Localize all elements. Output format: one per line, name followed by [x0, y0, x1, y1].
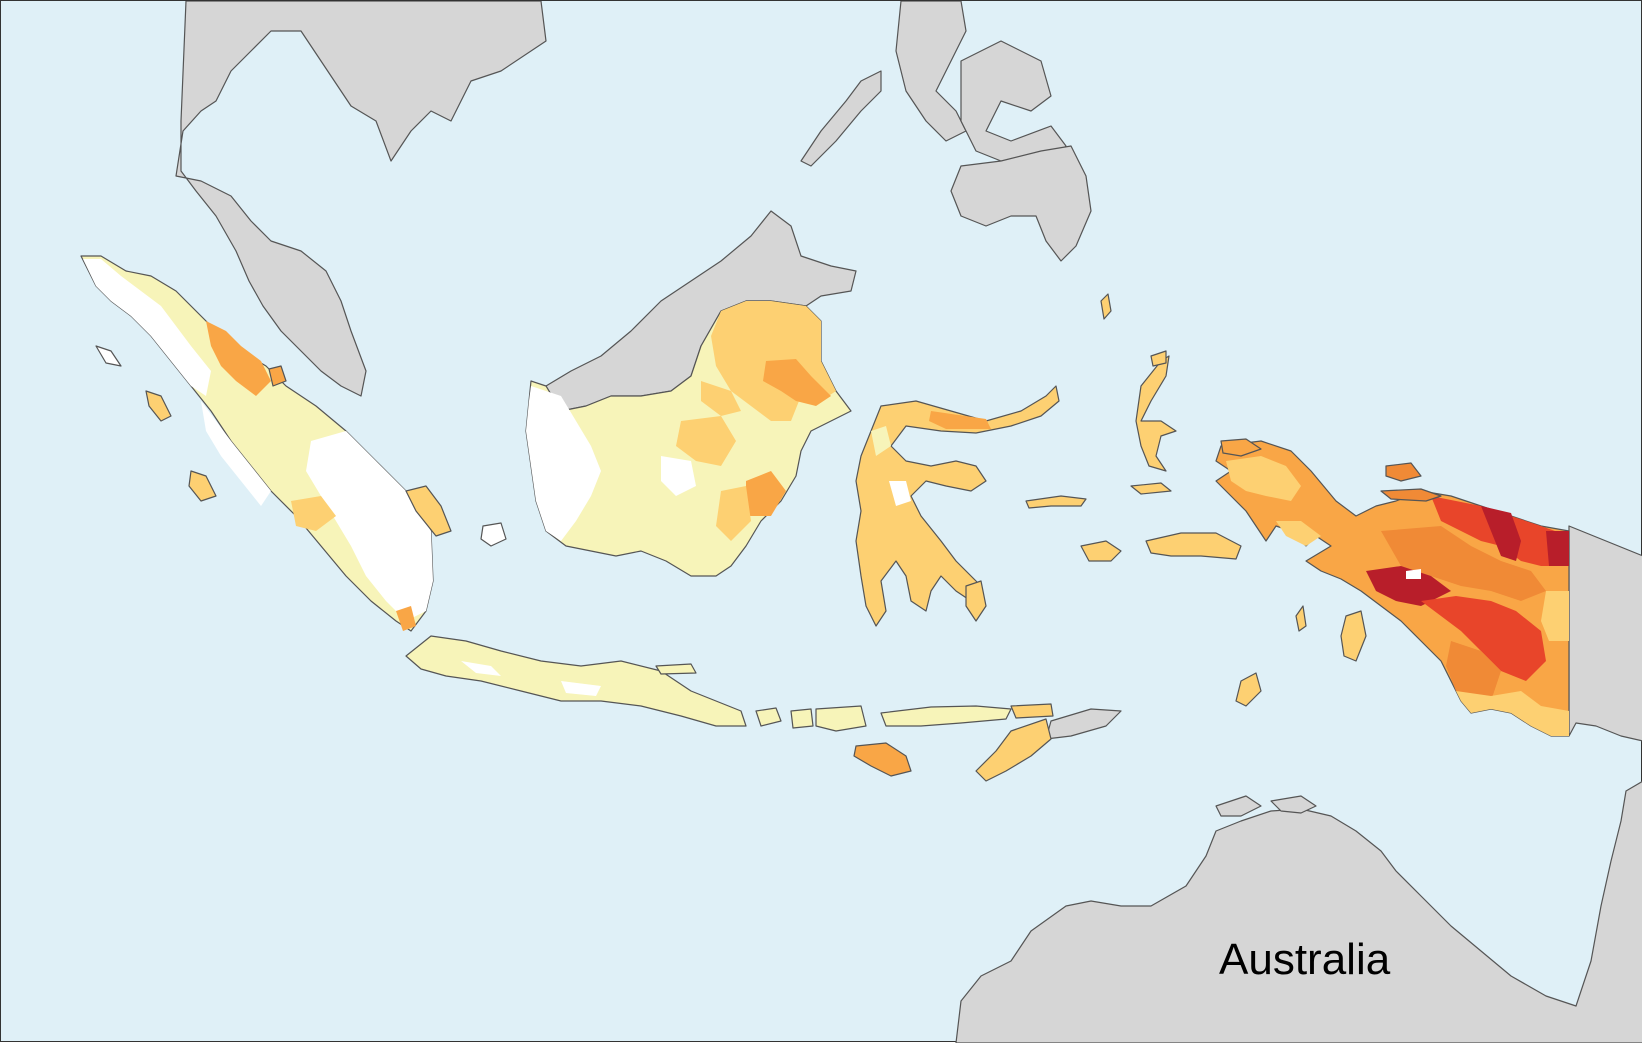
kalimantan-south-orange	[716, 486, 751, 541]
papua-east-darkred	[1546, 531, 1569, 566]
sumatra-west-white	[201, 401, 271, 506]
papua-bird-neck	[1276, 521, 1321, 546]
sumatra-middle-orange	[291, 496, 336, 531]
papua-south-light	[1456, 691, 1569, 736]
bangka-island	[405, 485, 452, 537]
label-australia: Australia	[1219, 935, 1391, 984]
kai-islands	[1295, 605, 1307, 632]
west-timor	[975, 718, 1052, 782]
papua-white-spot	[1406, 569, 1421, 579]
philippines-luzon	[895, 1, 967, 142]
kalimantan-central-orange	[676, 416, 736, 466]
yapen-island	[1380, 488, 1442, 502]
buton-island	[965, 580, 987, 622]
siberut-island	[188, 470, 217, 502]
papua-north-darkred	[1481, 506, 1521, 561]
kalimantan-northcentral-orange	[701, 381, 741, 416]
biak-island	[1385, 462, 1422, 482]
belitung-island	[480, 522, 507, 547]
flores-east-orange	[1010, 703, 1054, 719]
sumatra-south-white	[306, 431, 433, 621]
sumatra-lampung-orange	[396, 606, 416, 631]
philippines-visayas	[960, 40, 1067, 172]
java-white-1	[461, 661, 501, 676]
sumba	[853, 742, 912, 777]
lombok	[790, 708, 814, 729]
sumbawa	[815, 705, 867, 732]
kalimantan-central-white	[661, 456, 696, 496]
morotai	[1150, 350, 1167, 367]
halmahera	[1135, 355, 1177, 472]
seram	[1145, 532, 1242, 560]
nias-island	[145, 390, 172, 422]
papua-new-guinea	[1568, 525, 1642, 742]
foreign-land	[175, 1, 1642, 1043]
banggai-islands	[1025, 495, 1087, 509]
flores	[880, 705, 1012, 727]
simeulue-island	[95, 345, 122, 367]
papua-south-orange	[1446, 641, 1501, 706]
aru-islands	[1340, 610, 1367, 662]
papua-highlands-darkred	[1366, 566, 1451, 606]
kalimantan-east-orange	[746, 471, 786, 516]
tanimbar-islands	[1235, 672, 1262, 707]
sangihe-islands	[1100, 293, 1112, 320]
malay-peninsula	[175, 1, 547, 397]
region-sulawesi	[855, 385, 1060, 627]
riau-islands	[268, 365, 287, 387]
indonesia-regions	[80, 255, 1570, 782]
kalimantan-north-darker	[763, 359, 831, 406]
melville-island	[1215, 795, 1262, 817]
waigeo-island	[1220, 438, 1262, 457]
madura-island	[655, 663, 697, 675]
papua-east-light	[1541, 591, 1569, 641]
sulawesi-north-orange	[929, 411, 991, 429]
sumatra-aceh-white	[83, 259, 211, 396]
sula-islands	[1130, 482, 1172, 495]
timor-leste	[1045, 708, 1122, 740]
papua-highlands-red	[1421, 596, 1546, 681]
groote-island	[1270, 795, 1317, 814]
sulawesi-light	[871, 426, 891, 456]
sumatra-north-orange	[206, 321, 271, 396]
papua-bird-head-light	[1226, 456, 1301, 501]
java-white-2	[561, 681, 601, 696]
kalimantan-west-white	[526, 386, 601, 541]
sulawesi-central-white	[889, 481, 911, 506]
bali	[755, 707, 782, 727]
palawan	[800, 70, 882, 167]
papua-central-orange	[1381, 526, 1546, 601]
philippines-mindanao	[950, 145, 1092, 262]
buru	[1080, 540, 1122, 562]
region-java	[405, 635, 747, 727]
australia	[955, 780, 1642, 1043]
